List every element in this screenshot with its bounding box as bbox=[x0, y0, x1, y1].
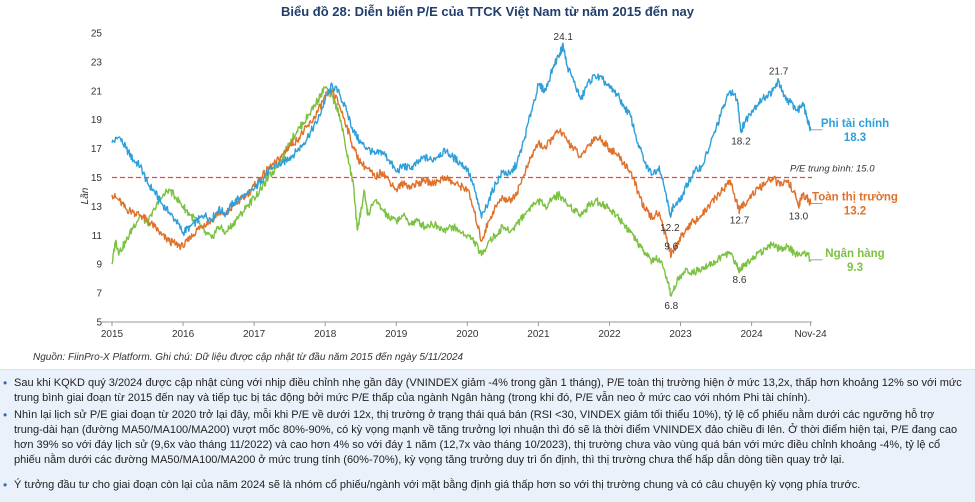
data-label: 24.1 bbox=[554, 32, 574, 43]
x-tick-label: 2024 bbox=[740, 329, 763, 340]
series-name-label: Ngân hàng bbox=[825, 248, 884, 260]
series-layer bbox=[111, 42, 812, 297]
y-axis-label: Lần bbox=[79, 187, 91, 204]
x-tick-label: 2018 bbox=[314, 329, 337, 340]
y-tick-label: 17 bbox=[91, 144, 103, 155]
data-label: 13.0 bbox=[789, 211, 809, 222]
series-name-label: Toàn thị trường bbox=[812, 192, 898, 204]
data-label: 21.7 bbox=[769, 67, 789, 78]
note-item: Sau khi KQKD quý 3/2024 được cập nhật cù… bbox=[3, 376, 964, 406]
series-end-value: 13.2 bbox=[844, 206, 866, 218]
series-name-label: Phi tài chính bbox=[821, 118, 889, 130]
x-tick-label: 2020 bbox=[456, 329, 479, 340]
data-label: 12.7 bbox=[730, 216, 750, 227]
y-tick-label: 5 bbox=[96, 318, 102, 329]
series-line-0 bbox=[111, 42, 812, 237]
x-tick-label: 2022 bbox=[598, 329, 621, 340]
average-label: P/E trung bình: 15.0 bbox=[790, 164, 875, 175]
y-tick-label: 25 bbox=[91, 29, 103, 40]
note-item: Ý tưởng đầu tư cho giai đoạn còn lại của… bbox=[3, 478, 964, 493]
x-tick-label: 2019 bbox=[385, 329, 408, 340]
x-tick-label: 2015 bbox=[101, 329, 124, 340]
chart-title: Biểu đồ 28: Diễn biến P/E của TTCK Việt … bbox=[280, 4, 694, 19]
x-tick-label: 2023 bbox=[669, 329, 692, 340]
y-tick-label: 9 bbox=[96, 260, 102, 271]
y-tick-label: 7 bbox=[96, 289, 102, 300]
pe-chart: 5 7 9 11 13 15 17 19 21 23 25 Lần 2015 2016 2017 2018 20… bbox=[79, 29, 898, 341]
source-note: Nguồn: FiinPro-X Platform. Ghi chú: Dữ l… bbox=[33, 352, 464, 363]
x-tick-label: 2021 bbox=[527, 329, 550, 340]
x-tick-label: 2017 bbox=[243, 329, 266, 340]
y-tick-label: 21 bbox=[91, 86, 103, 97]
data-label: 9.6 bbox=[664, 242, 678, 253]
series-line-1 bbox=[111, 87, 812, 259]
data-label: 8.6 bbox=[733, 275, 747, 286]
axis-layer: 5 7 9 11 13 15 17 19 21 23 25 Lần 2015 2016 2017 2018 20… bbox=[79, 29, 827, 341]
x-tick-label: Nov-24 bbox=[794, 329, 827, 340]
y-tick-label: 23 bbox=[91, 57, 103, 68]
y-tick-label: 13 bbox=[91, 202, 103, 213]
notes-panel: Sau khi KQKD quý 3/2024 được cập nhật cù… bbox=[0, 369, 975, 502]
average-layer: P/E trung bình: 15.0 bbox=[112, 164, 875, 179]
y-tick-label: 15 bbox=[91, 173, 103, 184]
series-line-2 bbox=[111, 86, 812, 297]
y-tick-label: 11 bbox=[92, 231, 103, 242]
data-label: 12.2 bbox=[660, 223, 680, 234]
x-tick-label: 2016 bbox=[172, 329, 195, 340]
note-item: Nhìn lại lịch sử P/E giai đoạn từ 2020 t… bbox=[3, 408, 964, 468]
data-label: 18.2 bbox=[731, 136, 751, 147]
data-label: 6.8 bbox=[664, 301, 678, 312]
series-end-value: 9.3 bbox=[847, 262, 863, 274]
y-tick-label: 19 bbox=[91, 115, 103, 126]
series-end-value: 18.3 bbox=[844, 132, 866, 144]
